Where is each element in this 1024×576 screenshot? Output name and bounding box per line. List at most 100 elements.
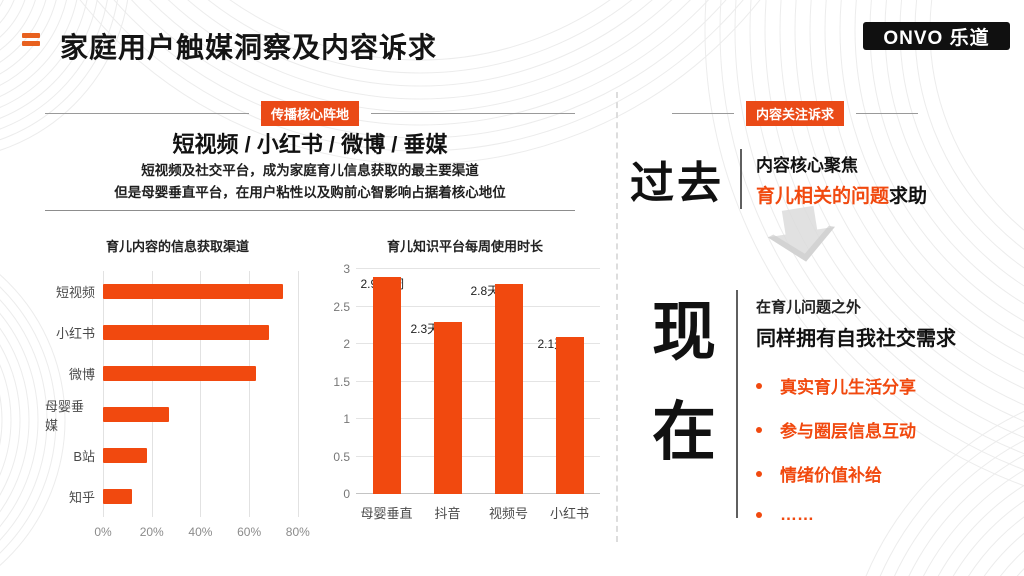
hchart-x-tick: 80% [285,525,310,539]
bullet-dot-icon [756,512,762,518]
horizontal-rule [45,210,575,211]
hchart-row [103,312,310,353]
gridline [356,380,600,382]
vchart-y-tick: 0.5 [333,449,350,464]
hchart-x-tick: 40% [188,525,213,539]
vchart-category-label: 小红书 [549,506,590,521]
hchart-x-axis: 0% 20% 40% 60% 80% [94,525,310,543]
gridline [103,271,104,517]
bullet-dot-icon [756,382,762,389]
hchart-x-tick: 0% [94,525,112,539]
bullet-text: …… [780,505,814,524]
bullet-dot-icon [756,426,762,433]
left-badge-row: 传播核心阵地 [45,101,576,126]
vchart-category-label: 视频号 [488,506,529,521]
vchart-y-axis: 0 0.5 1 1.5 2 2.5 3 [330,262,356,501]
bullet-item: 真实育儿生活分享 [756,373,956,398]
equals-mark-icon [22,33,40,49]
vchart-y-tick: 3 [343,262,350,276]
divider-line [856,113,919,114]
bullet-item: …… [756,505,956,525]
right-badge-row: 内容关注诉求 [672,101,919,126]
now-label: 现 在 [632,284,736,544]
hchart-row [103,435,310,476]
hchart-category-labels: 短视频 小红书 微博 母婴垂媒 B站 知乎 [45,271,103,517]
platforms-headline: 短视频 / 小红书 / 微博 / 垂媒 [172,132,448,157]
gridline [356,305,600,307]
hchart-bar-B站 [103,448,147,463]
hchart-row [103,353,310,394]
hchart-bar-母婴垂媒 [103,407,169,422]
hchart-bar-微博 [103,366,257,381]
bullet-item: 情绪价值补给 [756,461,956,486]
right-section-badge: 内容关注诉求 [746,101,845,126]
onvo-ledao-logo: ONVO 乐道 [863,22,1010,50]
past-label: 过去 [630,159,724,208]
vchart-bar-抖音 [433,321,462,494]
gridline [151,271,153,517]
vchart-bar-视频号 [494,284,523,494]
gridline [356,493,600,494]
vchart-title: 育儿知识平台每周使用时长 [386,239,543,254]
past-line2: 育儿相关的问题求助 [756,181,927,208]
vchart-y-tick: 2 [343,337,350,352]
hchart-x-tick: 60% [237,525,262,539]
divider-line [371,113,576,114]
vchart-bar-母婴垂直 [372,276,401,494]
vertical-divider [740,149,742,209]
gridline [200,271,202,517]
vertical-divider [736,290,738,518]
past-line1: 内容核心聚焦 [756,155,858,175]
bullet-list: 真实育儿生活分享 参与圈层信息互动 情绪价值补给 …… [756,373,956,525]
gridline [356,455,600,457]
hchart-category-label: 短视频 [55,285,95,300]
hchart-category-label: 母婴垂媒 [45,398,85,433]
down-arrow-icon [767,206,835,262]
vchart-y-tick: 2.5 [333,299,350,314]
vchart-category-labels: 母婴垂直 抖音 视频号 小红书 [356,503,600,523]
hchart-category-label: 知乎 [68,490,95,505]
divider-line [672,113,734,114]
hchart-row [103,394,310,435]
vchart-plot-area: 2.9天/周2.3天/周2.8天/周2.1天/周 [356,268,600,494]
now-line1: 在育儿问题之外 [756,299,862,316]
hchart-plot-area [103,271,310,517]
hchart-category-label: 小红书 [55,326,95,341]
bullet-item: 参与圈层信息互动 [756,417,956,442]
hchart-bar-小红书 [103,325,269,340]
past-line2-tail: 求助 [889,185,928,207]
bullet-text: 情绪价值补给 [780,466,882,485]
now-block: 现 在 在育儿问题之外 同样拥有自我社交需求 真实育儿生活分享 参与圈层信息互动情… [632,284,956,544]
bullet-dot-icon [756,470,762,477]
gridline [297,271,299,517]
bullet-text: 参与圈层信息互动 [780,422,916,441]
bullet-text: 真实育儿生活分享 [780,378,916,397]
left-description-line1: 短视频及社交平台，成为家庭育儿信息获取的最主要渠道 [141,163,479,178]
divider-line [45,113,249,114]
gridline [356,268,600,269]
hchart-bar-短视频 [103,284,284,299]
vchart-category-label: 抖音 [434,506,461,521]
chart-weekly-usage-duration: 育儿知识平台每周使用时长 0 0.5 1 1.5 2 2.5 3 2.9天/周2.3天/周2… [330,236,600,523]
vchart-category-label: 母婴垂直 [360,506,413,521]
now-char-1: 现 [652,296,716,368]
left-description: 短视频及社交平台，成为家庭育儿信息获取的最主要渠道 但是母婴垂直平台，在用户粘性… [45,160,575,203]
gridline [356,343,600,345]
gridline [356,418,600,420]
section-divider [616,92,618,542]
page-title: 家庭用户触媒洞察及内容诉求 [60,32,438,63]
hchart-title: 育儿内容的信息获取渠道 [105,239,249,254]
hchart-bar-知乎 [103,489,133,504]
now-line2: 同样拥有自我社交需求 [756,328,956,350]
past-block: 过去 内容核心聚焦 育儿相关的问题求助 [630,147,927,211]
hchart-category-label: 微博 [68,367,95,382]
vchart-y-tick: 1 [343,412,350,427]
hchart-row [103,476,310,517]
vchart-bar-小红书 [555,336,584,494]
vchart-y-tick: 1.5 [333,374,350,389]
hchart-row [103,271,310,312]
chart-info-acquisition-channels: 育儿内容的信息获取渠道 短视频 小红书 微博 母婴垂媒 B站 知乎 0% 20% 40% 60%… [45,236,310,543]
gridline [249,271,251,517]
vchart-y-tick: 0 [343,487,350,501]
